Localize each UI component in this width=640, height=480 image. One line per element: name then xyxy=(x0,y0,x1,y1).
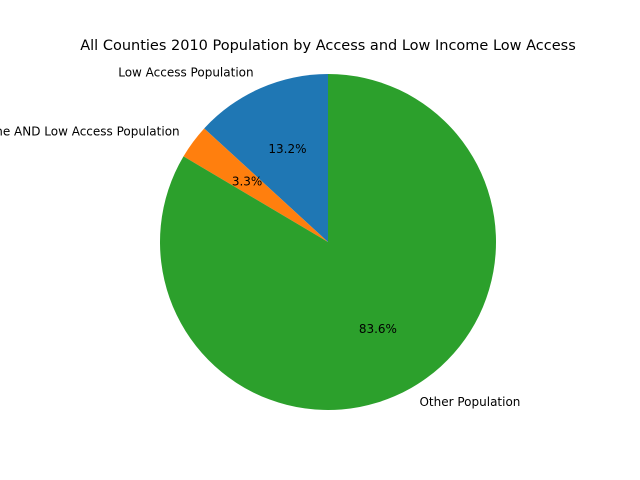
pie-labels: Low Access Population 13.2% Low Income AND… xyxy=(0,65,520,409)
pie-slice-2 xyxy=(183,128,328,242)
pie-slice-1 xyxy=(204,74,328,242)
slice-percent-3: 83.6% xyxy=(359,322,397,336)
pie-slices xyxy=(160,74,496,410)
slice-label-3: Other Population xyxy=(419,395,520,409)
chart-title: All Counties 2010 Population by Access a… xyxy=(80,38,576,54)
slice-label-1: Low Access Population xyxy=(118,65,253,79)
slice-label-2: Low Income AND Low Access Population xyxy=(0,124,180,138)
slice-percent-2: 3.3% xyxy=(232,174,263,188)
pie-slice-3 xyxy=(160,74,496,410)
slice-percent-1: 13.2% xyxy=(268,142,306,156)
